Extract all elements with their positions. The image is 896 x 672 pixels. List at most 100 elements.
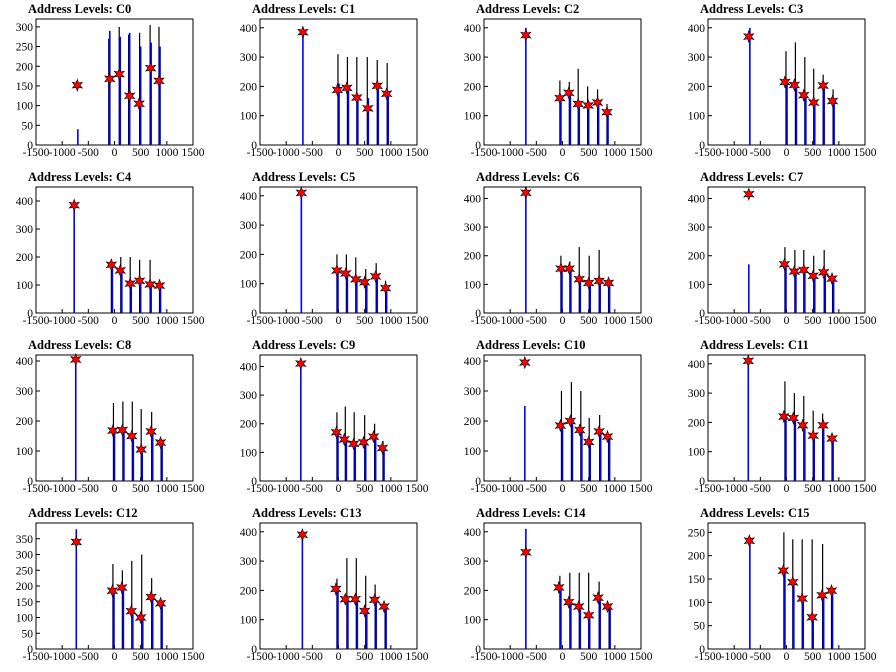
y-tick-label: 50 — [22, 120, 34, 132]
x-tick-label: 1500 — [406, 483, 429, 495]
x-tick-label: 500 — [580, 147, 598, 159]
x-tick-label: 0 — [560, 315, 566, 327]
x-tick-label: 0 — [784, 147, 790, 159]
y-tick-label: 0 — [699, 308, 705, 320]
x-tick-label: 1000 — [155, 483, 178, 495]
peak-marker — [71, 78, 84, 92]
x-tick-label: -500 — [750, 483, 771, 495]
x-tick-label: 1000 — [155, 315, 178, 327]
x-tick-label: 0 — [336, 147, 342, 159]
peak-marker — [367, 429, 380, 444]
x-tick-label: -500 — [78, 147, 99, 159]
x-tick-label: 1500 — [630, 147, 653, 159]
x-tick-label: 0 — [784, 651, 790, 663]
x-tick-label: 500 — [132, 483, 150, 495]
x-tick-label: -500 — [750, 147, 771, 159]
y-tick-label: 100 — [240, 279, 258, 291]
peak-marker — [520, 28, 532, 42]
x-tick-label: 1500 — [182, 483, 205, 495]
y-tick-label: 100 — [464, 279, 482, 291]
peak-marker — [124, 276, 136, 291]
panel-title: Address Levels: C13 — [252, 506, 362, 520]
peak-marker — [826, 94, 839, 108]
x-tick-label: 500 — [804, 147, 822, 159]
y-tick-label: 300 — [16, 22, 34, 34]
peak-marker — [104, 72, 116, 86]
peak-marker — [368, 593, 381, 607]
peak-marker — [133, 274, 146, 288]
y-tick-label: 400 — [464, 356, 482, 368]
peak-marker — [145, 590, 157, 604]
x-tick-label: -1000 — [49, 147, 76, 159]
x-tick-label: -1500 — [695, 483, 722, 495]
x-tick-label: 1000 — [155, 651, 178, 663]
peak-marker — [592, 591, 604, 605]
peak-marker — [362, 101, 374, 116]
y-tick-label: 200 — [464, 585, 482, 597]
x-tick-label: 500 — [804, 315, 822, 327]
peak-marker — [807, 95, 820, 110]
peak-marker — [555, 261, 567, 276]
histogram-panel-0: Address Levels: C0 0 50 100 150 200 250 300 -150… — [16, 2, 205, 159]
y-tick-label: 0 — [699, 644, 705, 656]
panel-title: Address Levels: C3 — [700, 2, 803, 16]
peak-marker — [554, 418, 567, 433]
peak-marker — [113, 67, 125, 81]
peak-marker — [817, 265, 830, 280]
x-tick-label: 1500 — [630, 651, 653, 663]
x-tick-label: 1500 — [854, 315, 877, 327]
y-tick-label: 0 — [475, 308, 481, 320]
x-tick-label: -1500 — [23, 147, 50, 159]
x-tick-label: -500 — [78, 483, 99, 495]
x-tick-label: 1500 — [182, 651, 205, 663]
peak-marker — [376, 441, 389, 455]
peak-marker — [154, 596, 167, 611]
histogram-panel-7: Address Levels: C7 0 100 200 300 400 -1500 -100… — [688, 170, 877, 327]
y-tick-label: 50 — [22, 628, 34, 640]
y-tick-label: 300 — [688, 52, 706, 64]
peak-marker — [573, 272, 586, 286]
x-tick-label: 0 — [336, 315, 342, 327]
x-tick-label: -1000 — [721, 483, 748, 495]
y-tick-label: 200 — [688, 551, 706, 563]
x-tick-label: -1000 — [497, 483, 524, 495]
histogram-panel-11: Address Levels: C11 0 100 200 300 400 -1500 -10… — [688, 338, 877, 495]
y-tick-label: 300 — [240, 556, 258, 568]
x-tick-label: 500 — [356, 483, 374, 495]
peak-marker — [134, 610, 147, 625]
y-tick-label: 300 — [240, 390, 258, 402]
x-tick-label: 1000 — [827, 147, 850, 159]
peak-marker — [796, 418, 809, 433]
peak-marker — [582, 276, 595, 290]
y-tick-label: 400 — [688, 193, 706, 205]
x-tick-label: 500 — [804, 483, 822, 495]
x-tick-label: 0 — [112, 147, 118, 159]
peak-marker — [582, 98, 594, 113]
x-tick-label: -1000 — [497, 651, 524, 663]
y-tick-label: 150 — [16, 597, 34, 609]
x-tick-label: -500 — [526, 651, 547, 663]
peak-marker — [378, 599, 390, 614]
peak-marker — [358, 604, 371, 618]
peak-marker — [601, 599, 614, 614]
x-tick-label: -1000 — [273, 147, 300, 159]
peak-marker — [340, 266, 352, 281]
panel-title: Address Levels: C11 — [700, 338, 809, 352]
x-tick-label: -500 — [526, 147, 547, 159]
y-tick-label: 200 — [240, 585, 258, 597]
histogram-panel-15: Address Levels: C15050100150200250-1500-… — [688, 506, 877, 663]
x-tick-label: -1000 — [273, 651, 300, 663]
peak-marker — [133, 96, 145, 111]
y-tick-label: 400 — [16, 356, 34, 368]
x-tick-label: -1000 — [721, 315, 748, 327]
y-tick-label: 200 — [464, 416, 482, 428]
x-tick-label: -500 — [302, 483, 323, 495]
panel-title: Address Levels: C12 — [28, 506, 138, 520]
x-tick-label: 1000 — [603, 651, 626, 663]
histogram-panel-9: Address Levels: C9 0 100 200 300 400 -1500 -100… — [240, 338, 429, 495]
histogram-panel-10: Address Levels: C10 0 100 200 300 400 -1500 -10… — [464, 338, 653, 495]
panel-title: Address Levels: C8 — [28, 338, 131, 352]
peak-marker — [826, 431, 838, 446]
y-tick-label: 0 — [475, 644, 481, 656]
x-tick-label: 1500 — [854, 651, 877, 663]
